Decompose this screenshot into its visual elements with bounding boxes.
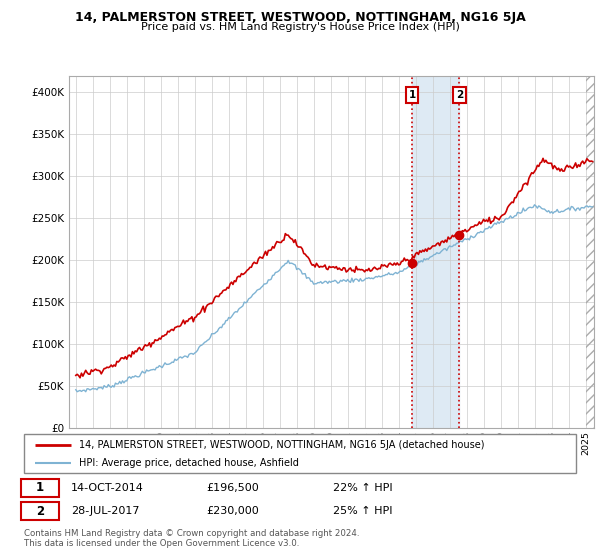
Bar bbox=[586, 76, 594, 428]
Text: £230,000: £230,000 bbox=[206, 506, 259, 516]
Text: Contains HM Land Registry data © Crown copyright and database right 2024.: Contains HM Land Registry data © Crown c… bbox=[24, 529, 359, 538]
Text: 2: 2 bbox=[456, 90, 463, 100]
Text: 14, PALMERSTON STREET, WESTWOOD, NOTTINGHAM, NG16 5JA (detached house): 14, PALMERSTON STREET, WESTWOOD, NOTTING… bbox=[79, 440, 485, 450]
Text: 1: 1 bbox=[409, 90, 416, 100]
Bar bbox=[412, 76, 460, 428]
Text: 1: 1 bbox=[36, 481, 44, 494]
Text: This data is licensed under the Open Government Licence v3.0.: This data is licensed under the Open Gov… bbox=[24, 539, 299, 548]
Text: £196,500: £196,500 bbox=[206, 483, 259, 493]
FancyBboxPatch shape bbox=[21, 502, 59, 520]
Text: 2: 2 bbox=[36, 505, 44, 518]
FancyBboxPatch shape bbox=[24, 434, 576, 473]
FancyBboxPatch shape bbox=[21, 479, 59, 497]
Text: 28-JUL-2017: 28-JUL-2017 bbox=[71, 506, 139, 516]
Text: 14-OCT-2014: 14-OCT-2014 bbox=[71, 483, 144, 493]
Text: HPI: Average price, detached house, Ashfield: HPI: Average price, detached house, Ashf… bbox=[79, 458, 299, 468]
Text: Price paid vs. HM Land Registry's House Price Index (HPI): Price paid vs. HM Land Registry's House … bbox=[140, 22, 460, 32]
Text: 14, PALMERSTON STREET, WESTWOOD, NOTTINGHAM, NG16 5JA: 14, PALMERSTON STREET, WESTWOOD, NOTTING… bbox=[74, 11, 526, 24]
Text: 25% ↑ HPI: 25% ↑ HPI bbox=[333, 506, 392, 516]
Text: 22% ↑ HPI: 22% ↑ HPI bbox=[333, 483, 393, 493]
